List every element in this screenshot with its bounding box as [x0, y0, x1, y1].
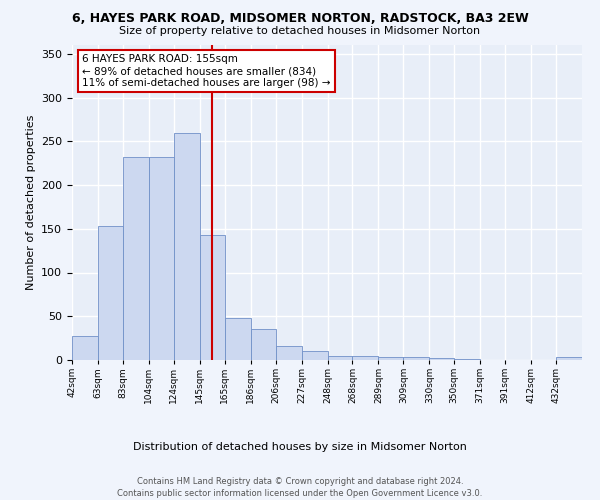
Bar [379, 356, 403, 360]
Text: Contains HM Land Registry data © Crown copyright and database right 2024.: Contains HM Land Registry data © Crown c… [137, 478, 463, 486]
Bar [98, 226, 123, 360]
Text: Contains public sector information licensed under the Open Government Licence v3: Contains public sector information licen… [118, 489, 482, 498]
Bar [72, 336, 98, 360]
Bar [174, 134, 200, 360]
Bar [302, 351, 328, 360]
Bar [328, 356, 352, 360]
Bar [123, 157, 149, 360]
Y-axis label: Number of detached properties: Number of detached properties [26, 115, 35, 290]
Bar [430, 358, 454, 360]
Bar [556, 356, 582, 360]
Text: 6, HAYES PARK ROAD, MIDSOMER NORTON, RADSTOCK, BA3 2EW: 6, HAYES PARK ROAD, MIDSOMER NORTON, RAD… [71, 12, 529, 26]
Text: Distribution of detached houses by size in Midsomer Norton: Distribution of detached houses by size … [133, 442, 467, 452]
Bar [454, 359, 480, 360]
Bar [224, 318, 251, 360]
Bar [275, 346, 302, 360]
Text: 6 HAYES PARK ROAD: 155sqm
← 89% of detached houses are smaller (834)
11% of semi: 6 HAYES PARK ROAD: 155sqm ← 89% of detac… [82, 54, 331, 88]
Bar [251, 330, 275, 360]
Bar [352, 356, 379, 360]
Text: Size of property relative to detached houses in Midsomer Norton: Size of property relative to detached ho… [119, 26, 481, 36]
Bar [403, 356, 430, 360]
Bar [200, 235, 224, 360]
Bar [149, 157, 174, 360]
